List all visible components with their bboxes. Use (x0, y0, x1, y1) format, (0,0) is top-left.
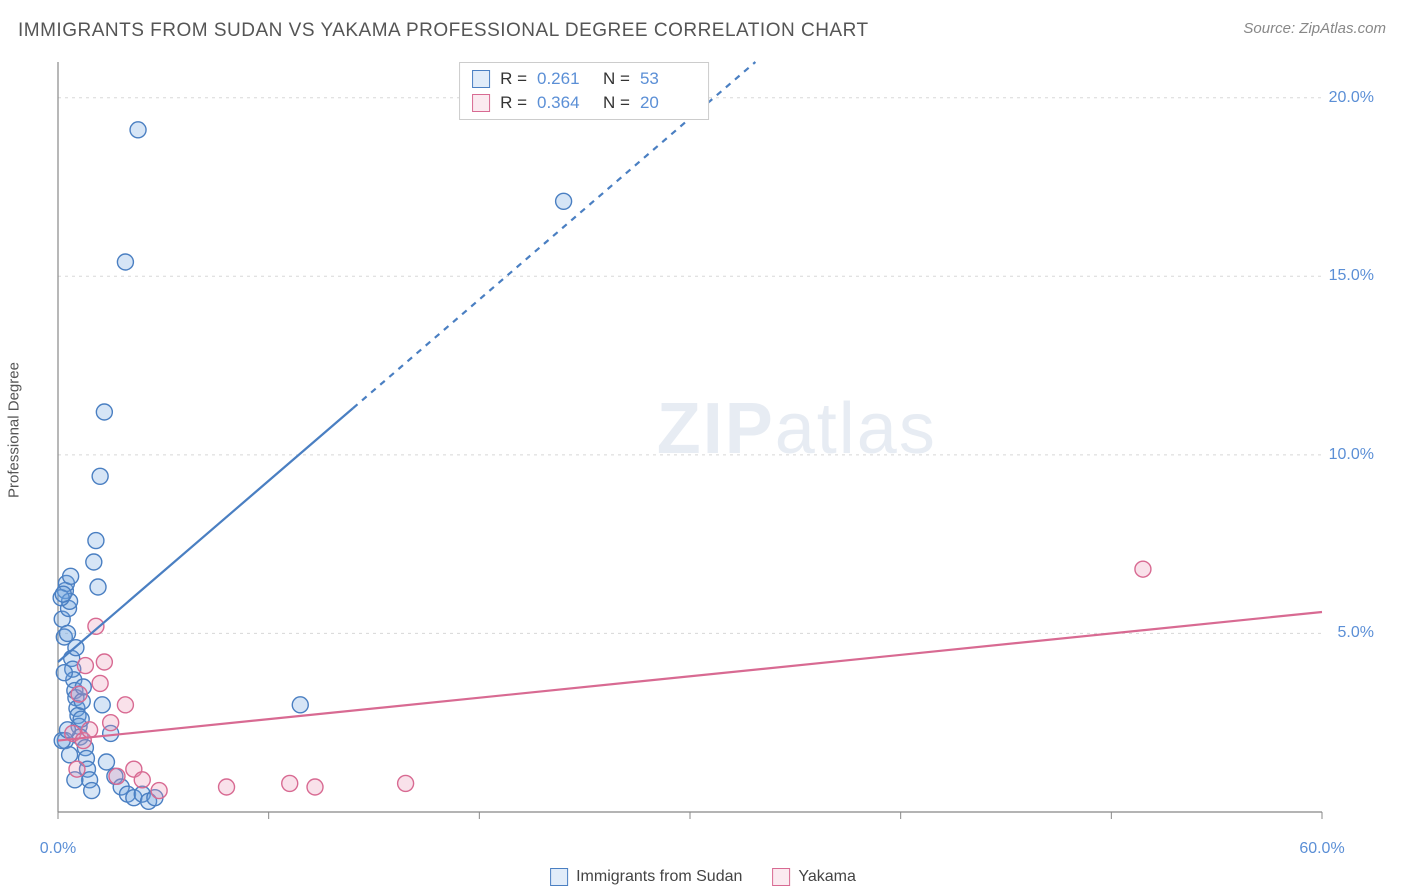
legend-item: Immigrants from Sudan (550, 868, 742, 886)
x-axis-legend: Immigrants from Sudan Yakama (550, 868, 856, 886)
scatter-point (88, 618, 104, 634)
y-axis-label: Professional Degree (6, 362, 23, 498)
scatter-point (96, 654, 112, 670)
scatter-point (59, 625, 75, 641)
scatter-point (62, 747, 78, 763)
scatter-point (103, 715, 119, 731)
x-tick-label: 60.0% (1299, 840, 1344, 858)
trend-line (58, 612, 1322, 741)
scatter-point (82, 722, 98, 738)
stat-r-value: 0.261 (537, 69, 593, 89)
scatter-point (117, 697, 133, 713)
source-name: ZipAtlas.com (1299, 20, 1386, 37)
source-prefix: Source: (1243, 20, 1299, 37)
scatter-point (219, 779, 235, 795)
legend-swatch (472, 94, 490, 112)
legend-swatch (472, 70, 490, 88)
stat-r-label: R = (500, 69, 527, 89)
chart-title: IMMIGRANTS FROM SUDAN VS YAKAMA PROFESSI… (18, 20, 869, 42)
scatter-point (77, 658, 93, 674)
scatter-point (92, 675, 108, 691)
scatter-point (71, 686, 87, 702)
stat-n-label: N = (603, 69, 630, 89)
scatter-point (94, 697, 110, 713)
stat-n-label: N = (603, 93, 630, 113)
scatter-point (90, 579, 106, 595)
scatter-point (134, 772, 150, 788)
scatter-point (398, 775, 414, 791)
legend-label: Yakama (798, 868, 856, 886)
scatter-point (63, 568, 79, 584)
scatter-point (55, 586, 71, 602)
scatter-point (556, 193, 572, 209)
y-tick-label: 15.0% (1329, 267, 1374, 285)
source-label: Source: ZipAtlas.com (1243, 20, 1386, 37)
legend-item: Yakama (772, 868, 856, 886)
y-tick-label: 5.0% (1338, 624, 1374, 642)
chart-area: ZIPatlas R =0.261N =53R =0.364N =20 5.0%… (52, 58, 1382, 830)
stat-n-value: 20 (640, 93, 696, 113)
scatter-point (98, 754, 114, 770)
scatter-point (56, 665, 72, 681)
scatter-point (282, 775, 298, 791)
stat-n-value: 53 (640, 69, 696, 89)
scatter-point (130, 122, 146, 138)
scatter-point (1135, 561, 1151, 577)
legend-swatch (550, 868, 568, 886)
scatter-point (92, 468, 108, 484)
scatter-point (84, 783, 100, 799)
scatter-point (117, 254, 133, 270)
scatter-plot (52, 58, 1382, 830)
scatter-point (151, 783, 167, 799)
legend-swatch (772, 868, 790, 886)
stats-box: R = 0.261 N = 53 R = 0.364 N = 20 (459, 62, 709, 120)
scatter-point (109, 768, 125, 784)
scatter-point (86, 554, 102, 570)
scatter-point (88, 533, 104, 549)
stat-r-label: R = (500, 93, 527, 113)
x-tick-label: 0.0% (40, 840, 76, 858)
y-tick-label: 20.0% (1329, 89, 1374, 107)
header: IMMIGRANTS FROM SUDAN VS YAKAMA PROFESSI… (18, 20, 1386, 42)
stat-r-value: 0.364 (537, 93, 593, 113)
y-tick-label: 10.0% (1329, 446, 1374, 464)
scatter-point (96, 404, 112, 420)
stats-row: R = 0.364 N = 20 (472, 91, 696, 115)
scatter-point (307, 779, 323, 795)
scatter-point (69, 761, 85, 777)
stats-row: R = 0.261 N = 53 (472, 67, 696, 91)
legend-label: Immigrants from Sudan (576, 868, 742, 886)
scatter-point (292, 697, 308, 713)
